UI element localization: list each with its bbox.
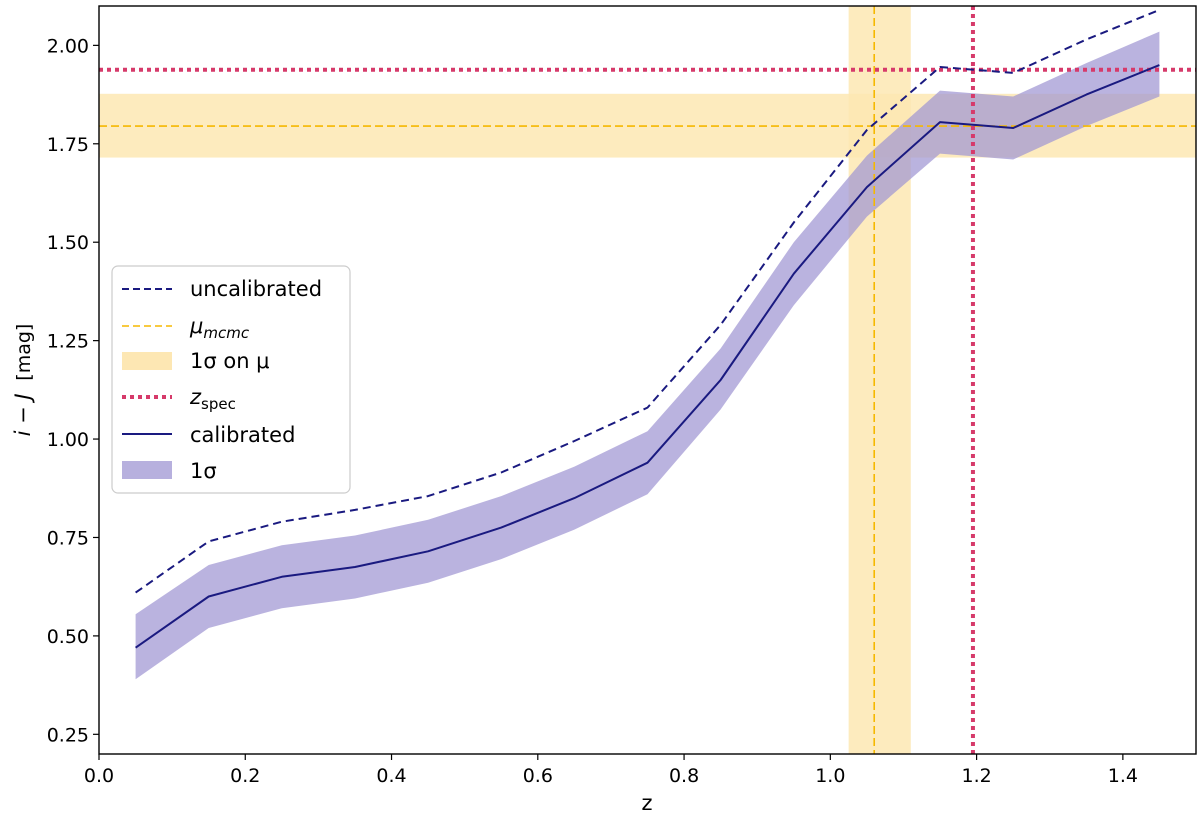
legend-label-calibrated: calibrated — [190, 423, 295, 447]
plot-frame — [98, 5, 1197, 755]
y-tick-label: 1.25 — [47, 331, 89, 353]
x-axis-title: z — [641, 791, 652, 815]
y-axis: 0.25 0.50 0.75 1.00 1.25 1.50 1.75 2.00 — [47, 35, 99, 746]
y-tick-label: 2.00 — [47, 35, 89, 57]
x-tick-label: 0.4 — [376, 765, 406, 787]
y-axis-title: i − J [mag] — [11, 324, 35, 437]
legend-label-mu-main: μ — [189, 314, 203, 338]
legend-label-mu-band: 1σ on μ — [190, 349, 270, 373]
y-tick-label: 0.75 — [47, 527, 89, 549]
reference-lines-layer — [99, 6, 1196, 754]
series-layer — [135, 8, 1160, 649]
legend-box — [111, 265, 351, 494]
y-tick-label: 1.00 — [47, 429, 89, 451]
series-line-uncalibrated — [135, 8, 1160, 594]
legend-handle-band — [122, 461, 172, 479]
x-tick-label: 0.0 — [84, 765, 114, 787]
legend-label-band: 1σ — [190, 459, 217, 483]
y-tick-label: 0.25 — [47, 724, 89, 746]
y-tick-label: 1.50 — [47, 232, 89, 254]
y-tick-label: 1.75 — [47, 134, 89, 156]
x-tick-label: 0.2 — [230, 765, 260, 787]
series-line-calibrated — [135, 64, 1160, 649]
x-tick-label: 1.2 — [961, 765, 991, 787]
y-tick-label: 0.50 — [47, 626, 89, 648]
x-tick-label: 0.8 — [669, 765, 699, 787]
legend-label-zspec: zspec — [189, 385, 236, 413]
legend-label-zspec-main: z — [189, 385, 202, 409]
x-tick-label: 0.6 — [523, 765, 553, 787]
legend-label-uncalibrated: uncalibrated — [190, 277, 322, 301]
legend: uncalibrated μmcmc 1σ on μ zspec calibra… — [111, 265, 351, 494]
x-tick-label: 1.0 — [815, 765, 845, 787]
x-tick-label: 1.4 — [1108, 765, 1138, 787]
y-axis-title-main: i − J — [11, 393, 35, 436]
legend-label-zspec-sub: spec — [201, 395, 236, 413]
legend-label-mu-sub: mcmc — [203, 324, 249, 342]
legend-label-mu: μmcmc — [189, 314, 250, 342]
x-axis: 0.0 0.2 0.4 0.6 0.8 1.0 1.2 1.4 — [84, 754, 1138, 787]
calibrated-1sigma-band — [135, 31, 1160, 680]
y-axis-title-unit: [mag] — [13, 324, 35, 381]
mu-vertical-band — [848, 6, 911, 754]
legend-handle-mu-band — [122, 352, 172, 370]
